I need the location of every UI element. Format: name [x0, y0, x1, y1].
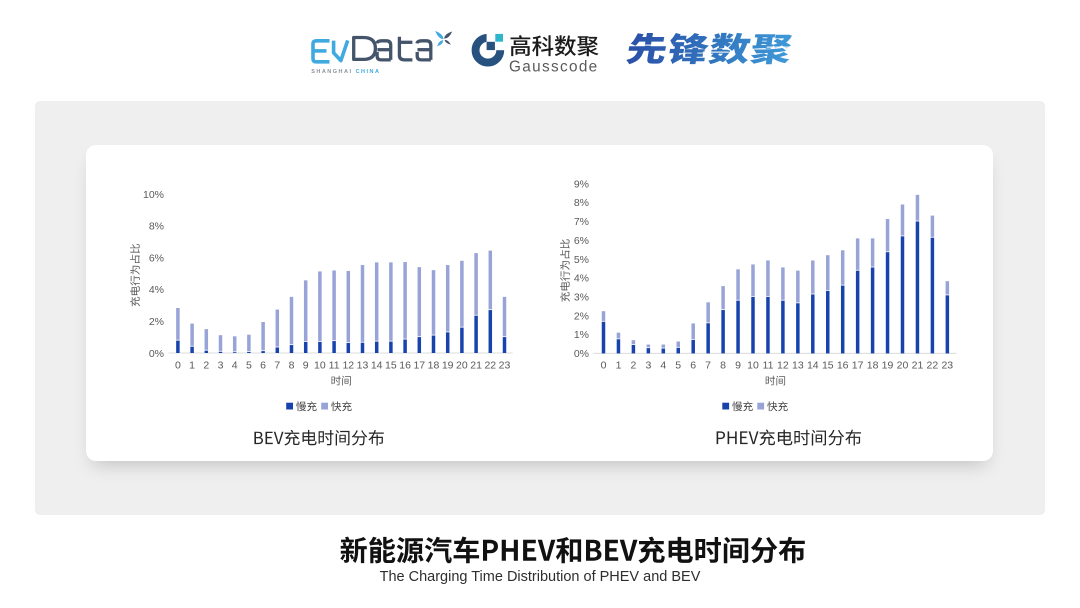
svg-text:11: 11	[763, 360, 774, 372]
svg-text:13: 13	[792, 360, 804, 372]
svg-text:5: 5	[675, 360, 681, 372]
svg-text:8%: 8%	[574, 197, 589, 209]
svg-text:16: 16	[837, 360, 849, 372]
svg-text:14: 14	[371, 360, 383, 372]
svg-text:0%: 0%	[149, 348, 164, 360]
svg-text:Gausscode: Gausscode	[509, 58, 599, 75]
svg-text:18: 18	[428, 360, 440, 372]
svg-text:4: 4	[660, 360, 666, 372]
svg-text:18: 18	[867, 360, 879, 372]
svg-text:10%: 10%	[143, 189, 164, 201]
svg-text:1: 1	[616, 360, 622, 372]
svg-text:9: 9	[303, 360, 309, 372]
svg-text:9%: 9%	[574, 178, 589, 190]
svg-text:21: 21	[912, 360, 924, 372]
svg-text:7%: 7%	[574, 216, 589, 228]
svg-text:22: 22	[927, 360, 939, 372]
svg-text:20: 20	[456, 360, 468, 372]
svg-text:19: 19	[442, 360, 454, 372]
svg-text:13: 13	[357, 360, 369, 372]
svg-text:2%: 2%	[574, 310, 589, 322]
svg-text:0%: 0%	[574, 348, 589, 360]
svg-text:21: 21	[470, 360, 482, 372]
svg-text:8: 8	[720, 360, 726, 372]
svg-text:5%: 5%	[574, 254, 589, 266]
svg-text:19: 19	[882, 360, 894, 372]
svg-text:0: 0	[175, 360, 181, 372]
svg-text:11: 11	[329, 360, 340, 372]
svg-text:1%: 1%	[574, 329, 589, 341]
svg-text:7: 7	[705, 360, 711, 372]
svg-text:23: 23	[941, 360, 953, 372]
svg-text:6: 6	[690, 360, 696, 372]
svg-text:17: 17	[852, 360, 864, 372]
svg-text:The Charging Time Distribution: The Charging Time Distribution of PHEV a…	[380, 569, 701, 585]
svg-text:15: 15	[385, 360, 397, 372]
svg-text:3: 3	[218, 360, 224, 372]
svg-text:4%: 4%	[574, 273, 589, 285]
svg-text:20: 20	[897, 360, 909, 372]
svg-text:14: 14	[807, 360, 819, 372]
svg-text:0: 0	[601, 360, 607, 372]
svg-text:12: 12	[342, 360, 354, 372]
svg-text:2%: 2%	[149, 316, 164, 328]
svg-text:1: 1	[189, 360, 195, 372]
svg-text:5: 5	[246, 360, 252, 372]
svg-text:10: 10	[747, 360, 759, 372]
svg-text:8%: 8%	[149, 221, 164, 233]
svg-text:8: 8	[289, 360, 295, 372]
svg-text:7: 7	[274, 360, 280, 372]
svg-text:10: 10	[314, 360, 326, 372]
svg-text:SHANGHAI CHINA: SHANGHAI CHINA	[311, 69, 380, 75]
svg-text:4: 4	[232, 360, 238, 372]
svg-text:2: 2	[203, 360, 209, 372]
svg-text:15: 15	[822, 360, 834, 372]
svg-text:3: 3	[645, 360, 651, 372]
svg-text:6%: 6%	[574, 235, 589, 247]
svg-text:12: 12	[777, 360, 789, 372]
svg-text:16: 16	[399, 360, 411, 372]
svg-text:17: 17	[413, 360, 425, 372]
svg-text:2: 2	[630, 360, 636, 372]
svg-text:23: 23	[499, 360, 511, 372]
svg-text:22: 22	[484, 360, 496, 372]
svg-text:3%: 3%	[574, 292, 589, 304]
svg-text:9: 9	[735, 360, 741, 372]
svg-text:4%: 4%	[149, 284, 164, 296]
svg-text:6%: 6%	[149, 252, 164, 264]
svg-text:6: 6	[260, 360, 266, 372]
